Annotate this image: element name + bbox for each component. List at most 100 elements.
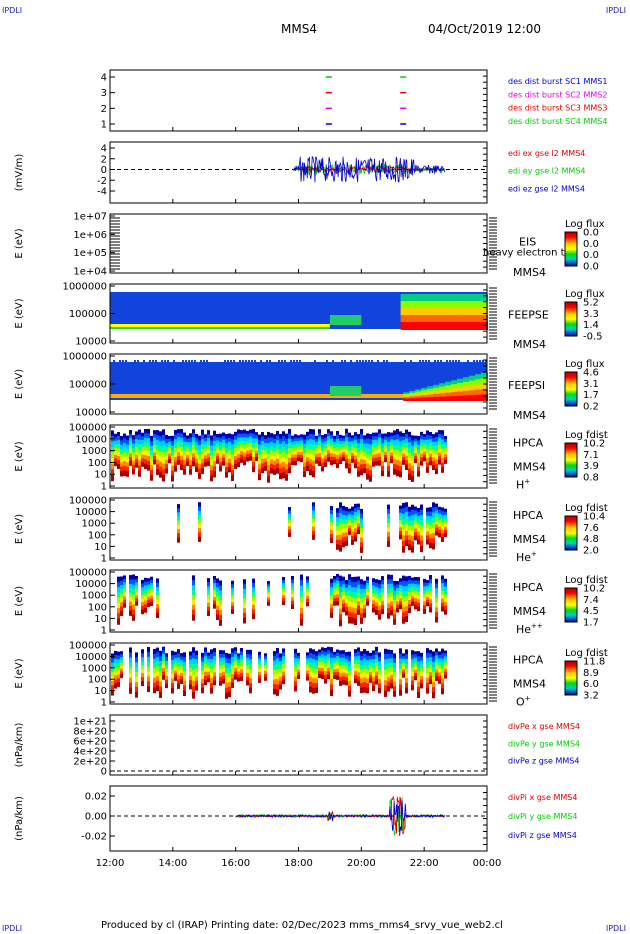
hpca_he1-cell bbox=[357, 516, 360, 521]
feepsi-speck bbox=[344, 366, 346, 368]
hpca_he2-cell bbox=[243, 593, 246, 600]
hpca_o-cell bbox=[330, 684, 333, 691]
hpca_he1-cell bbox=[354, 528, 357, 534]
hpca_h-cell bbox=[138, 450, 141, 457]
hpca_h-cell bbox=[300, 458, 303, 463]
hpca_he2-cell bbox=[156, 578, 159, 584]
hpca_o-cell bbox=[306, 652, 309, 657]
feepsi-speck bbox=[212, 375, 214, 377]
hpca_he2-cell bbox=[357, 584, 360, 590]
feepsi-speck bbox=[392, 369, 394, 371]
feepsi-speck bbox=[113, 372, 115, 374]
edi-frame bbox=[109, 141, 488, 204]
feepsi-speck bbox=[434, 360, 436, 362]
feepsi-speck bbox=[332, 363, 334, 365]
feepsi-speck bbox=[191, 363, 193, 365]
hpca_he1-cell bbox=[351, 539, 354, 545]
hpca_o-cell bbox=[360, 683, 363, 689]
feepsi-speck bbox=[167, 363, 169, 365]
hpca_h-cell bbox=[363, 439, 366, 445]
feepsi-mid-feature bbox=[329, 386, 362, 396]
hpca_o-cell bbox=[192, 669, 195, 677]
hpca_h-cell bbox=[291, 454, 294, 459]
hpca_he2-cell bbox=[282, 592, 285, 597]
hpca_o-cell bbox=[237, 656, 240, 661]
hpca_he2-cell bbox=[213, 597, 216, 602]
hpca_he2-cell bbox=[429, 583, 432, 589]
hpca_he2-cell bbox=[414, 594, 417, 599]
feepsi-speck bbox=[176, 366, 178, 368]
hpca_he2-cell bbox=[393, 590, 396, 597]
feepsi-speck bbox=[449, 360, 451, 362]
feepsi-speck bbox=[290, 369, 292, 371]
feepsi-speck bbox=[419, 372, 421, 374]
hpca_o-cell bbox=[315, 660, 318, 666]
hpca_h-cell bbox=[393, 430, 396, 437]
hpca_o-cell bbox=[330, 673, 333, 681]
hpca_h-cell bbox=[399, 451, 402, 458]
hpca_he2-cell bbox=[345, 587, 348, 593]
hpca_o-cell bbox=[438, 679, 441, 684]
hpca_he1-cell bbox=[312, 514, 315, 520]
feepsi-speck bbox=[473, 372, 475, 374]
hpca_h-cell bbox=[234, 447, 237, 453]
hpca_he2-cell bbox=[336, 601, 339, 606]
hpca_h-cell bbox=[123, 442, 126, 449]
hpca_he2-cell bbox=[147, 581, 150, 586]
hpca_he2-cell bbox=[423, 590, 426, 595]
hpca_he2-cell bbox=[150, 592, 153, 597]
hpca_h-cell bbox=[384, 458, 387, 463]
hpca_o-cell bbox=[147, 647, 150, 653]
burst-ytick-label: 2 bbox=[101, 104, 107, 115]
hpca_h-cell bbox=[423, 442, 426, 447]
hpca_h-cell bbox=[348, 467, 351, 474]
hpca_he1-cell bbox=[312, 534, 315, 540]
feepsi-speck bbox=[329, 375, 331, 377]
feepse-cell bbox=[480, 294, 488, 302]
hpca_he1-cell bbox=[342, 537, 345, 543]
hpca_h-cell bbox=[435, 445, 438, 452]
hpca_h-cell bbox=[288, 438, 291, 445]
feepsi-speck bbox=[296, 366, 298, 368]
hpca_h-cell bbox=[336, 447, 339, 453]
hpca_h-cell bbox=[282, 441, 285, 448]
hpca_he2-cell bbox=[444, 578, 447, 584]
x-tick-label: 00:00 bbox=[473, 858, 502, 869]
feepsi-speck bbox=[380, 366, 382, 368]
hpca_he2-cell bbox=[366, 601, 369, 606]
hpca_h-cell bbox=[168, 453, 171, 458]
hpca_he2-cell bbox=[243, 588, 246, 595]
hpca_h-cell bbox=[210, 455, 213, 462]
hpca_h-cell bbox=[264, 439, 267, 444]
feepse-cell bbox=[480, 301, 488, 309]
feepse-cell bbox=[449, 301, 458, 309]
hpca_he2-cell bbox=[330, 608, 333, 614]
hpca_he2-cell bbox=[378, 584, 381, 590]
hpca_he1-cell bbox=[399, 527, 402, 533]
hpca_h-cell bbox=[348, 437, 351, 443]
hpca_o-cell bbox=[441, 653, 444, 660]
divpe-legend-item: divPe y gse MMS4 bbox=[508, 739, 580, 748]
hpca_o-cell bbox=[141, 657, 144, 663]
feepse-cell bbox=[412, 294, 421, 302]
hpca_o-cell bbox=[156, 685, 159, 692]
hpca_he2-cell bbox=[216, 578, 219, 584]
hpca_he2-cell bbox=[348, 574, 351, 581]
hpca_h-cell bbox=[360, 459, 363, 466]
hpca_o-cell bbox=[312, 654, 315, 660]
hpca_h-cell bbox=[213, 430, 216, 437]
hpca_he2-cell bbox=[405, 606, 408, 613]
hpca_o-cell bbox=[444, 665, 447, 670]
hpca_h-cell bbox=[210, 460, 213, 467]
hpca_o-cell bbox=[276, 689, 279, 696]
hpca_he2-cell bbox=[192, 604, 195, 611]
hpca_h-cell bbox=[240, 433, 243, 439]
hpca_he1-ytick-label: 1000 bbox=[82, 519, 107, 530]
hpca_o-cell bbox=[273, 660, 276, 667]
hpca_o-cell bbox=[180, 663, 183, 668]
feepsi-speck bbox=[296, 372, 298, 374]
hpca_he2-cell bbox=[129, 575, 132, 581]
hpca_h-cell bbox=[114, 461, 117, 467]
hpca_h-cell bbox=[402, 443, 405, 448]
hpca_h-cell bbox=[315, 441, 318, 446]
